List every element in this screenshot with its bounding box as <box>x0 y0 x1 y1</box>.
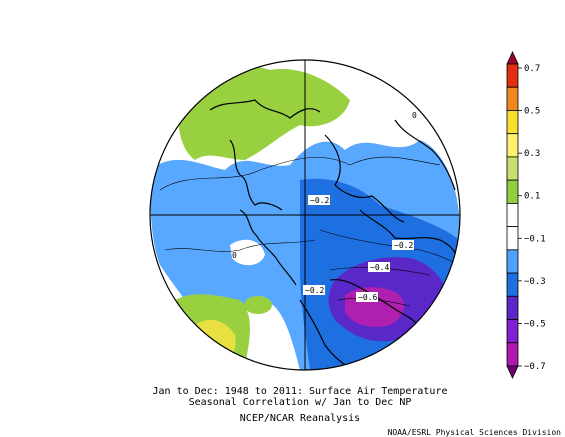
polar-disc: −0.2 −0.2 −0.4 −0.6 −0.2 0 0 <box>150 60 460 370</box>
colorbar-segment <box>506 110 519 135</box>
contour-label: 0 <box>412 111 417 120</box>
contour-label: −0.2 <box>394 241 413 250</box>
disc-outline <box>149 59 461 371</box>
credit-text: NOAA/ESRL Physical Sciences Division <box>387 428 561 437</box>
colorbar-tick-label: −0.5 <box>524 319 546 329</box>
region-positive-center <box>244 296 272 314</box>
colorbar-tip-bottom <box>506 365 519 379</box>
caption-subtitle: Seasonal Correlation w/ Jan to Dec NP <box>188 397 412 408</box>
colorbar-segment <box>506 295 519 320</box>
colorbar-tick-label: −0.3 <box>524 277 546 287</box>
colorbar-tick-label: 0.1 <box>524 192 540 202</box>
colorbar-segment <box>506 133 519 158</box>
region-positive-nw <box>178 66 350 160</box>
colorbar-tick-label: −0.7 <box>524 362 546 372</box>
colorbar: 0.7 0.5 0.3 0.1 −0.1 −0.3 −0.5 −0.7 <box>506 51 546 379</box>
contour-label: −0.2 <box>305 286 324 295</box>
colorbar-tick-label: 0.5 <box>524 107 540 117</box>
colorbar-segment <box>506 249 519 274</box>
caption-title: Jan to Dec: 1948 to 2011: Surface Air Te… <box>152 386 448 397</box>
colorbar-segment <box>506 342 519 367</box>
colorbar-tick-label: −0.1 <box>524 234 546 244</box>
contour-label: 0 <box>232 251 237 260</box>
region-neutral-patch <box>230 239 265 266</box>
colorbar-segment <box>506 63 519 88</box>
colorbar-segment <box>506 319 519 344</box>
colorbar-segment <box>506 202 519 228</box>
colorbar-tick-label: 0.3 <box>524 149 540 159</box>
contour-label: −0.6 <box>358 293 377 302</box>
colorbar-tick-label: 0.7 <box>524 64 540 74</box>
contour-label: −0.4 <box>370 263 389 272</box>
region-positive-east <box>440 304 460 350</box>
colorbar-tip-top <box>506 51 519 65</box>
contour-label-group: −0.2 −0.2 −0.4 −0.6 −0.2 0 0 <box>232 111 417 302</box>
colorbar-segment <box>506 86 519 111</box>
caption-source: NCEP/NCAR Reanalysis <box>239 413 361 424</box>
contour-lines <box>159 156 460 307</box>
colorbar-segment <box>506 226 519 251</box>
colorbar-segment <box>506 179 519 204</box>
colorbar-segment <box>506 156 519 181</box>
contour-label: −0.2 <box>310 196 329 205</box>
colorbar-segment <box>506 272 519 297</box>
